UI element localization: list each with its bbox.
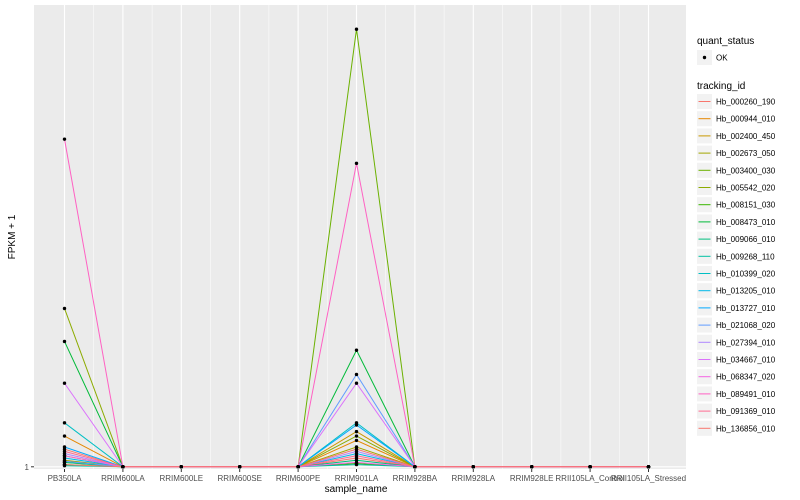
data-point [354, 454, 359, 458]
data-point [62, 381, 67, 385]
x-tick-label: RRIM600SE [217, 474, 261, 483]
legend-label: Hb_034667_010 [716, 356, 776, 365]
data-point [62, 339, 67, 344]
legend-label: Hb_005542_020 [716, 184, 776, 193]
legend-label: Hb_008151_030 [716, 201, 776, 210]
data-point [530, 465, 534, 469]
y-axis: 1 [25, 463, 34, 472]
data-point [238, 465, 242, 469]
data-point [62, 445, 67, 449]
data-point [62, 454, 67, 458]
data-point [354, 434, 359, 438]
legend-label: Hb_003400_030 [716, 166, 776, 175]
data-point [121, 465, 125, 469]
data-point [471, 465, 475, 469]
x-tick-label: RRIM928LE [510, 474, 554, 483]
x-tick-label: RRIM928BA [393, 474, 438, 483]
legend-label: Hb_013727_010 [716, 304, 776, 313]
legend-label: Hb_002673_050 [716, 149, 776, 158]
legend-label: OK [716, 54, 728, 63]
data-point [354, 423, 359, 427]
data-point [588, 465, 592, 469]
data-point [646, 465, 651, 469]
legend-label: Hb_009066_010 [716, 235, 776, 244]
x-tick-label: RRIM600LA [101, 474, 145, 483]
legend-label: Hb_091369_010 [716, 407, 776, 416]
x-tick-label: RRIM600LE [160, 474, 204, 483]
data-point [179, 465, 183, 469]
data-point [354, 447, 359, 451]
data-point [354, 372, 359, 377]
plot-background [34, 5, 686, 469]
legend-label: Hb_089491_010 [716, 390, 776, 399]
data-point [62, 306, 67, 311]
legend-title-tracking-id: tracking_id [697, 81, 745, 92]
legend-point-symbol [702, 55, 707, 60]
data-point [413, 465, 417, 469]
data-points [62, 27, 651, 469]
legend-label: Hb_008473_010 [716, 218, 776, 227]
data-point [62, 462, 67, 467]
legend-label: Hb_010399_020 [716, 270, 776, 279]
x-tick-label: PB350LA [48, 474, 82, 483]
data-point [62, 449, 67, 454]
legend-title-quant-status: quant_status [697, 36, 754, 47]
x-tick-label: RRIM600PE [276, 474, 320, 483]
data-point [354, 429, 359, 434]
x-tick-label: RRIM928LA [452, 474, 496, 483]
data-point [62, 137, 67, 141]
legend-label: Hb_068347_020 [716, 373, 776, 382]
legend-label: Hb_009268_110 [716, 252, 775, 261]
legend-label: Hb_013205_010 [716, 287, 776, 296]
data-point [62, 459, 67, 464]
legend-label: Hb_002400_450 [716, 132, 776, 141]
x-axis-title: sample_name [325, 484, 388, 495]
data-point [354, 27, 359, 31]
data-point [62, 421, 67, 425]
legend-label: Hb_000260_190 [716, 98, 776, 107]
x-tick-label: RRII105LA_Control [555, 474, 625, 483]
data-point [354, 161, 359, 166]
legend-label: Hb_136856_010 [716, 424, 776, 433]
data-point [354, 460, 359, 465]
data-point [354, 348, 359, 352]
x-axis: PB350LA RRIM600LA RRIM600LE RRIM600SE RRIM60… [48, 469, 686, 483]
x-tick-label: RRIM901LA [335, 474, 379, 483]
data-point [296, 465, 300, 469]
legend-label: Hb_021068_020 [716, 321, 776, 330]
legend: quant_status OK tracking_id Hb_000260_190 Hb… [697, 36, 776, 436]
data-point [354, 438, 359, 443]
y-tick-label: 1 [25, 463, 30, 472]
data-point [354, 381, 359, 385]
y-axis-title: FPKM + 1 [7, 214, 18, 259]
data-point [62, 434, 67, 438]
legend-label: Hb_027394_010 [716, 338, 776, 347]
x-tick-label: RRII105LA_Stressed [611, 474, 686, 483]
legend-label: Hb_000944_010 [716, 115, 776, 124]
